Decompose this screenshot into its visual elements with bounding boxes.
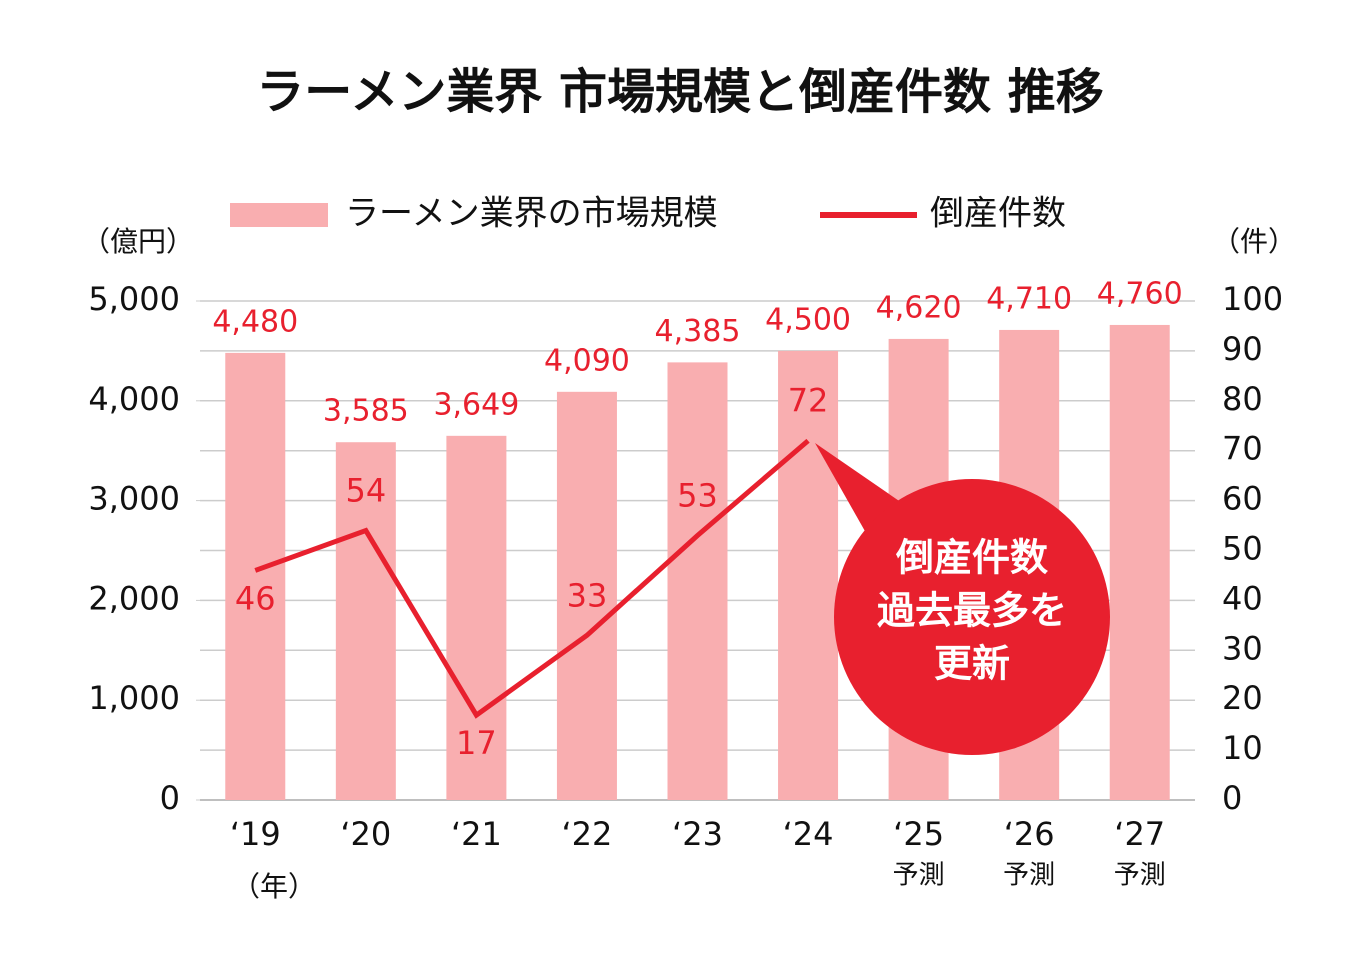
y2-tick-label: 100 bbox=[1222, 280, 1283, 318]
y2-tick-label: 70 bbox=[1222, 430, 1263, 468]
y2-axis-label: （件） bbox=[1212, 225, 1296, 258]
bar-value-label: 3,649 bbox=[433, 387, 519, 422]
line-value-label: 46 bbox=[235, 579, 276, 617]
y-axis-label: （億円） bbox=[82, 225, 194, 258]
legend: ラーメン業界の市場規模 倒産件数 bbox=[230, 194, 1066, 234]
x-tick-note: 予測 bbox=[893, 861, 945, 891]
callout-text: 倒産件数 bbox=[895, 536, 1048, 580]
x-tick-label: ‘25 bbox=[893, 815, 944, 853]
bar bbox=[556, 391, 617, 800]
y2-tick-label: 0 bbox=[1222, 779, 1242, 817]
bar-value-label: 4,500 bbox=[765, 302, 851, 337]
y2-tick-label: 40 bbox=[1222, 579, 1263, 617]
bar bbox=[1109, 324, 1170, 800]
legend-label: 倒産件数 bbox=[930, 194, 1066, 234]
x-tick-label: ‘23 bbox=[672, 815, 723, 853]
bar-value-label: 3,585 bbox=[323, 394, 409, 429]
callout-circle bbox=[834, 479, 1110, 755]
line-value-label: 17 bbox=[456, 724, 497, 762]
bar-value-label: 4,090 bbox=[544, 343, 630, 378]
x-tick-label: ‘22 bbox=[561, 815, 612, 853]
bar-value-label: 4,710 bbox=[986, 281, 1072, 316]
y-tick-label: 2,000 bbox=[88, 579, 180, 617]
line bbox=[254, 438, 810, 719]
y2-tick-label: 60 bbox=[1222, 480, 1263, 518]
x-tick-label: ‘19 bbox=[230, 815, 281, 853]
line-value-label: 72 bbox=[788, 382, 829, 420]
y-tick-label: 1,000 bbox=[88, 679, 180, 717]
legend-label: ラーメン業界の市場規模 bbox=[345, 194, 718, 234]
bar-value-label: 4,385 bbox=[655, 314, 741, 349]
y-tick-label: 4,000 bbox=[88, 380, 180, 418]
callout bbox=[815, 443, 1110, 755]
y2-tick-label: 50 bbox=[1222, 530, 1263, 568]
bar bbox=[667, 362, 728, 800]
bar-value-label: 4,480 bbox=[212, 304, 298, 339]
x-tick-label: ‘27 bbox=[1114, 815, 1165, 853]
y-tick-label: 5,000 bbox=[88, 280, 180, 318]
bar-value-label: 4,760 bbox=[1097, 276, 1183, 311]
bar bbox=[778, 350, 839, 800]
callout-text: 更新 bbox=[934, 642, 1010, 686]
y2-tick-label: 90 bbox=[1222, 330, 1263, 368]
x-tick-note: 予測 bbox=[1003, 861, 1055, 891]
bar-value-label: 4,620 bbox=[876, 290, 962, 325]
x-axis-label: （年） bbox=[232, 870, 316, 903]
callout-text: 過去最多を bbox=[877, 589, 1067, 633]
bar bbox=[225, 352, 286, 800]
bar bbox=[446, 435, 507, 800]
x-tick-label: ‘24 bbox=[783, 815, 834, 853]
x-tick-label: ‘26 bbox=[1004, 815, 1055, 853]
y2-tick-label: 20 bbox=[1222, 679, 1263, 717]
line-value-label: 53 bbox=[677, 477, 718, 515]
y2-tick-label: 80 bbox=[1222, 380, 1263, 418]
y2-tick-label: 10 bbox=[1222, 729, 1263, 767]
chart-title: ラーメン業界 市場規模と倒産件数 推移 bbox=[256, 64, 1104, 120]
line-value-label: 54 bbox=[345, 472, 386, 510]
line-value-label: 33 bbox=[567, 576, 608, 614]
bar bbox=[335, 442, 396, 800]
legend-swatch bbox=[230, 203, 328, 227]
y-tick-label: 0 bbox=[160, 779, 180, 817]
x-tick-label: ‘21 bbox=[451, 815, 502, 853]
y-tick-label: 3,000 bbox=[88, 480, 180, 518]
x-tick-note: 予測 bbox=[1114, 861, 1166, 891]
x-tick-label: ‘20 bbox=[340, 815, 391, 853]
y2-tick-label: 30 bbox=[1222, 629, 1263, 667]
